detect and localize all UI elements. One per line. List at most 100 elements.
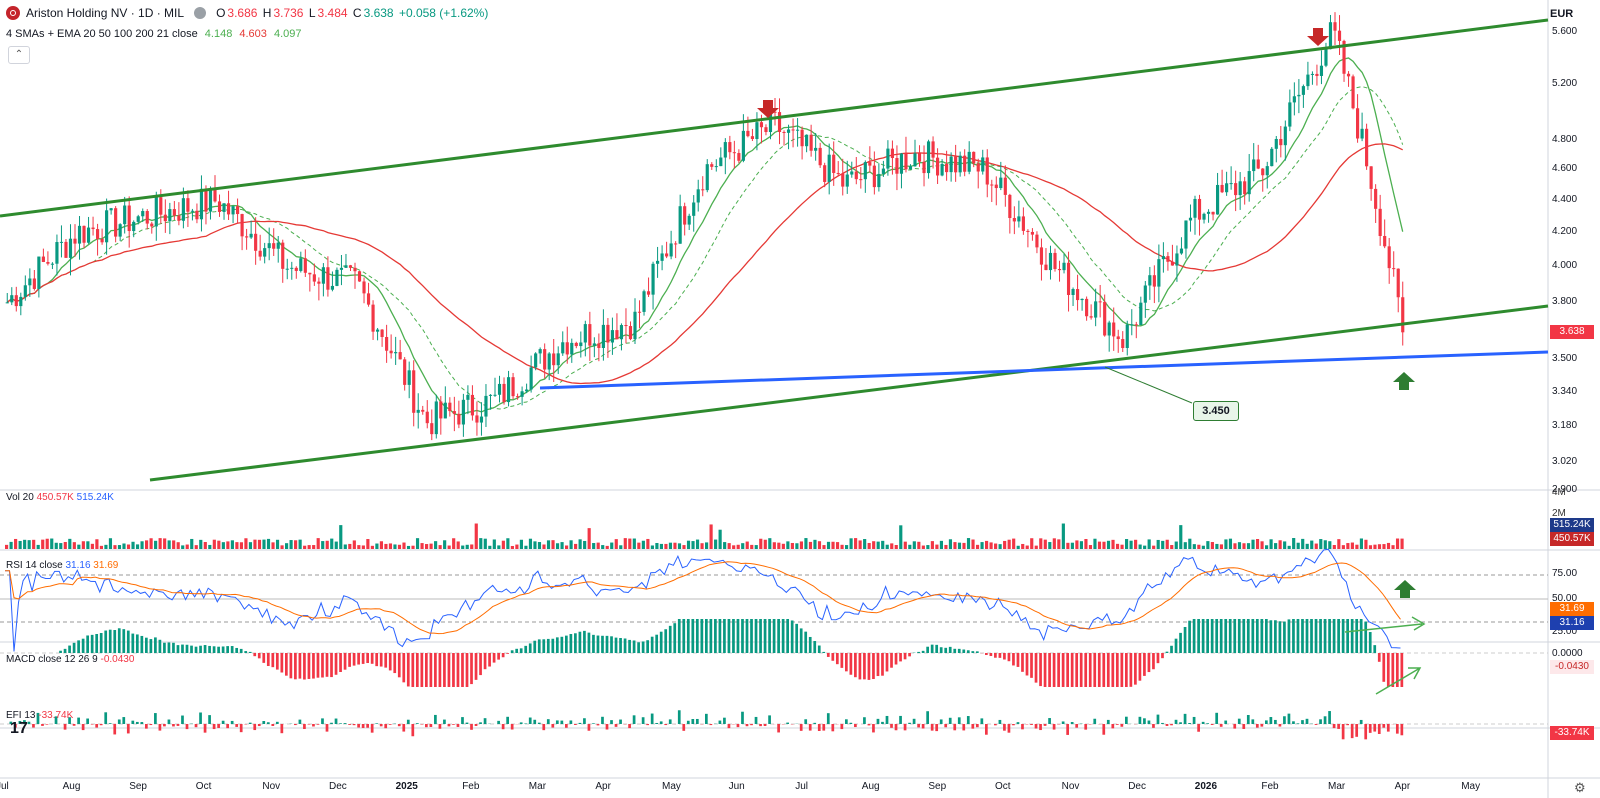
candle-body	[872, 165, 876, 188]
volume-bar	[962, 542, 966, 549]
volume-bar	[361, 545, 365, 549]
candle-body	[579, 342, 583, 347]
candle-body	[1076, 289, 1080, 301]
volume-bar	[985, 540, 989, 549]
efi-bar	[415, 723, 419, 724]
efi-bar	[998, 719, 1002, 724]
candle-body	[972, 151, 976, 164]
efi-bar	[1219, 724, 1223, 727]
volume-bar	[953, 542, 957, 549]
volume-bar	[307, 545, 311, 549]
efi-bar	[1274, 719, 1277, 724]
efi-bar	[230, 720, 234, 724]
ariston-logo-icon	[6, 6, 20, 20]
rsi-tag-1: 31.69	[1550, 602, 1594, 616]
efi-bar	[108, 723, 112, 724]
candle-body	[1211, 211, 1215, 215]
macd-bar	[285, 653, 288, 676]
efi-bar	[226, 724, 229, 729]
macd-bar	[163, 642, 166, 653]
efi-bar	[939, 719, 943, 724]
efi-bar	[727, 724, 731, 729]
indicator-legend[interactable]: 4 SMAs + EMA 20 50 100 200 21 close 4.14…	[6, 28, 302, 40]
volume-bar	[262, 539, 266, 549]
candle-body	[1216, 184, 1220, 215]
macd-bar	[474, 653, 478, 680]
candle-body	[601, 324, 605, 348]
macd-bar	[854, 653, 857, 678]
volume-bar	[533, 541, 537, 549]
volume-bar	[763, 539, 767, 549]
candle-body	[41, 256, 45, 262]
macd-bar	[804, 631, 808, 653]
candle-body	[597, 343, 601, 348]
candle-body	[1328, 22, 1333, 50]
volume-bar	[1021, 543, 1025, 549]
volume-bar	[1039, 538, 1043, 549]
candle-body	[68, 238, 73, 258]
candle-body	[1369, 166, 1373, 189]
rsi-axis-75: 75.00	[1552, 568, 1578, 579]
efi-bar	[587, 724, 591, 731]
efi-bar	[1061, 721, 1065, 724]
macd-bar	[777, 619, 780, 653]
volume-bar	[736, 544, 740, 549]
candle-body	[506, 377, 511, 403]
collapse-legend-button[interactable]: ⌃	[8, 46, 30, 64]
volume-bar	[994, 543, 998, 549]
macd-bar	[303, 653, 306, 680]
efi-bar	[1165, 724, 1169, 726]
volume-bar	[357, 545, 361, 549]
macd-bar	[673, 623, 677, 653]
candle-body	[362, 281, 366, 294]
macd-bar	[786, 619, 789, 653]
efi-bar	[966, 716, 970, 724]
volume-bar	[908, 544, 912, 549]
macd-bar	[1097, 653, 1101, 687]
efi-bar	[1021, 724, 1024, 730]
volume-bar	[1301, 538, 1305, 549]
volume-bar	[519, 539, 523, 549]
market-status-icon	[194, 7, 207, 19]
candle-body	[773, 111, 777, 113]
candle-body	[1161, 256, 1165, 260]
volume-bar	[528, 538, 533, 549]
candle-body	[710, 164, 714, 167]
volume-bar	[1206, 541, 1210, 549]
candle-body	[877, 173, 881, 188]
efi-bar	[27, 721, 31, 724]
symbol-title[interactable]: Ariston Holding NV · 1D · MIL	[26, 6, 185, 20]
efi-bar	[325, 724, 329, 732]
macd-bar	[750, 619, 753, 653]
efi-bar	[388, 724, 392, 725]
candle-body	[737, 153, 741, 161]
macd-bar	[646, 640, 649, 653]
macd-bar	[822, 651, 826, 653]
candle-body	[583, 324, 587, 343]
volume-bar	[68, 538, 72, 549]
price-axis-label: 5.600	[1552, 26, 1578, 38]
candle-body	[556, 353, 560, 366]
efi-bar	[528, 717, 532, 724]
time-axis-label: Jun	[728, 781, 745, 792]
efi-bar	[1323, 716, 1327, 724]
candle-body	[800, 129, 804, 147]
macd-bar	[659, 631, 663, 653]
currency-label[interactable]: EUR	[1550, 8, 1574, 20]
candle-body	[1094, 301, 1098, 318]
macd-bar	[723, 619, 726, 653]
settings-gear-icon[interactable]: ⚙	[1574, 780, 1586, 795]
volume-bar	[199, 539, 203, 549]
volume-bar	[623, 538, 627, 549]
candle-body	[457, 413, 461, 425]
efi-bar	[1192, 716, 1196, 724]
efi-bar	[18, 720, 22, 724]
efi-bar	[456, 724, 460, 727]
volume-bar	[1328, 541, 1332, 549]
efi-bar	[845, 719, 848, 724]
efi-bar	[1242, 724, 1246, 729]
rsi-label: RSI 14 close 31.16 31.69	[6, 560, 119, 571]
volume-bar	[429, 543, 433, 549]
efi-bar	[443, 719, 446, 724]
macd-bar	[1323, 619, 1327, 653]
